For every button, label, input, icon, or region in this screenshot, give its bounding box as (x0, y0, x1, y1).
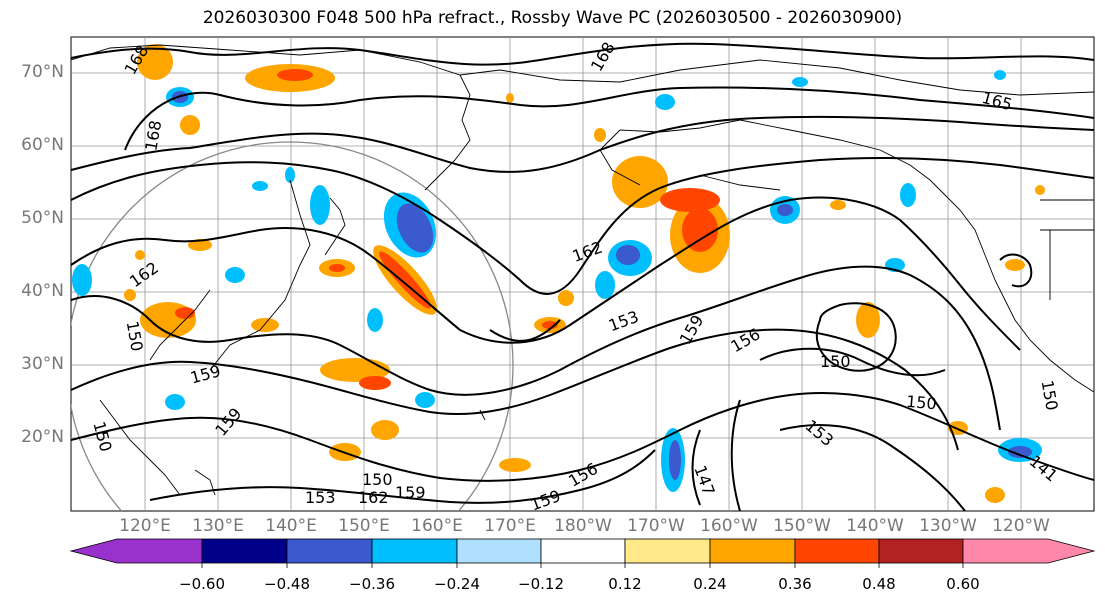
lon-label: 180°W (554, 516, 612, 536)
colorbar-tick-label: 0.36 (778, 575, 812, 593)
lon-label: 130°E (192, 516, 244, 536)
map-frame (70, 36, 1095, 512)
lon-label: 170°E (484, 516, 536, 536)
lon-label: 160°E (411, 516, 463, 536)
lat-label: 20°N (21, 427, 64, 447)
colorbar-segment (962, 538, 1096, 564)
lon-label: 170°W (627, 516, 685, 536)
colorbar (69, 538, 1096, 568)
colorbar-segment (624, 538, 711, 564)
colorbar-segment (371, 538, 458, 564)
colorbar-segment (878, 538, 964, 564)
lat-label: 70°N (21, 62, 64, 82)
contour-label: 150 (362, 470, 393, 489)
colorbar-tick-label: 0.12 (608, 575, 642, 593)
coastlines (71, 44, 1094, 496)
colorbar-tick-label: −0.24 (434, 575, 480, 593)
colorbar-tick-label: −0.12 (518, 575, 564, 593)
lat-label: 40°N (21, 281, 64, 301)
reference-circle (71, 141, 514, 511)
lon-label: 140°E (265, 516, 317, 536)
lon-label: 140°W (846, 516, 904, 536)
colorbar-segment (201, 538, 288, 564)
lon-label: 150°E (338, 516, 390, 536)
colorbar-segment (794, 538, 880, 564)
anomaly-fills (72, 44, 1045, 503)
colorbar-tick-label: −0.36 (349, 575, 395, 593)
colorbar-segment (540, 538, 626, 564)
lon-label: 150°W (773, 516, 831, 536)
contour-label: 150 (820, 352, 851, 371)
contour-label: 150 (905, 392, 937, 414)
lon-label: 120°W (992, 516, 1050, 536)
colorbar-segment (456, 538, 542, 564)
contours (71, 42, 1094, 511)
map-title: 2026030300 F048 500 hPa refract., Rossby… (202, 8, 903, 28)
lat-label: 60°N (21, 135, 64, 155)
colorbar-segment (709, 538, 796, 564)
colorbar-tick-label: −0.48 (264, 575, 310, 593)
gridlines (71, 37, 1094, 511)
colorbar-tick-label: 0.60 (946, 575, 980, 593)
lat-label: 50°N (21, 208, 64, 228)
contour-label: 153 (305, 488, 336, 507)
lon-label: 120°E (119, 516, 171, 536)
lon-label: 130°W (919, 516, 977, 536)
lat-label: 30°N (21, 354, 64, 374)
colorbar-tick-label: 0.24 (693, 575, 727, 593)
contour-label: 159 (395, 483, 426, 502)
colorbar-tick-label: −0.60 (179, 575, 225, 593)
contour-label: 162 (358, 488, 389, 507)
colorbar-segment (69, 538, 203, 564)
lon-label: 160°W (700, 516, 758, 536)
colorbar-tick-label: 0.48 (862, 575, 896, 593)
colorbar-segment (286, 538, 373, 564)
